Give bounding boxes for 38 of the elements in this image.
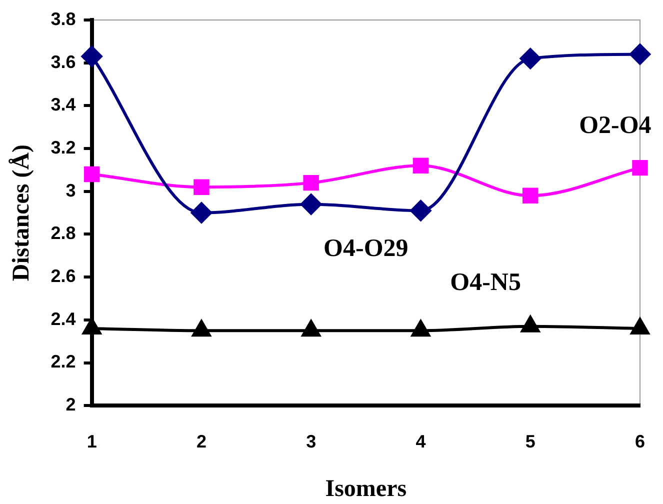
y-tick-label: 2.2	[50, 352, 76, 372]
point	[520, 48, 541, 70]
point	[410, 200, 432, 222]
y-tick-label: 2	[66, 394, 76, 415]
point	[84, 166, 100, 182]
series-label: O4-O29	[324, 234, 408, 262]
y-axis-title: Distances (Å)	[8, 144, 35, 282]
series-label: O2-O4	[579, 112, 652, 140]
point	[302, 320, 320, 337]
point	[630, 318, 650, 334]
point	[629, 44, 650, 65]
x-axis-title: Isomers	[325, 476, 407, 502]
y-tick-label: 3.8	[50, 8, 76, 29]
point	[192, 320, 211, 337]
point	[81, 46, 102, 67]
point	[412, 158, 429, 174]
x-tick-label: 4	[416, 431, 426, 452]
x-tick-label: 1	[86, 431, 97, 452]
y-tick-label: 3.2	[50, 138, 76, 158]
y-tick-label: 2.6	[50, 266, 76, 286]
x-tick-label: 3	[306, 431, 316, 452]
point	[303, 174, 319, 191]
point	[190, 202, 212, 224]
x-tick-label: 5	[525, 431, 536, 452]
point	[521, 316, 540, 332]
x-tick-label: 6	[634, 431, 645, 452]
point	[194, 179, 210, 195]
point	[411, 320, 430, 337]
point	[300, 194, 322, 215]
y-tick-label: 2.4	[50, 308, 76, 329]
y-tick-label: 3	[66, 180, 76, 200]
x-tick-label: 2	[196, 431, 206, 452]
y-tick-label: 3.6	[50, 52, 76, 72]
y-tick-label: 2.8	[50, 223, 76, 244]
point	[522, 188, 538, 204]
series-label: O4-N5	[450, 268, 521, 296]
y-tick-label: 3.4	[50, 94, 76, 115]
point	[632, 160, 648, 176]
